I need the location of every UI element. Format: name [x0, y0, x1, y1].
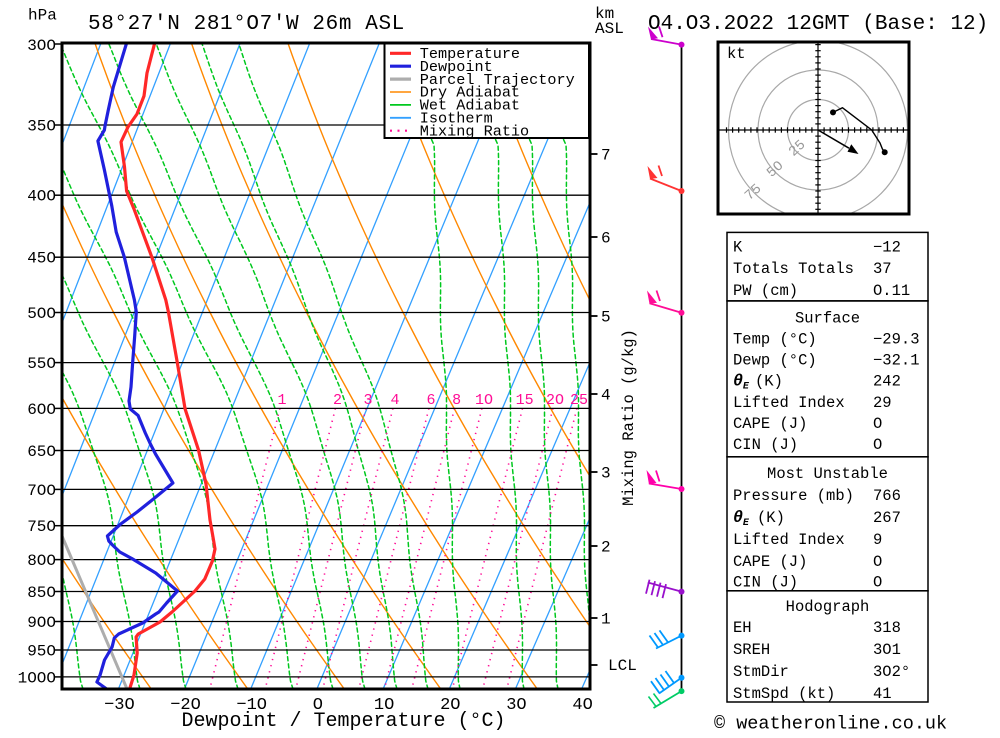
svg-text:1: 1 [277, 392, 286, 409]
svg-text:Dewp (°C): Dewp (°C) [733, 352, 817, 370]
svg-text:3O2°: 3O2° [873, 663, 910, 681]
svg-text:Mixing Ratio: Mixing Ratio [420, 122, 529, 140]
svg-text:ASL: ASL [595, 20, 624, 38]
svg-text:3O1: 3O1 [873, 641, 901, 659]
svg-text:85O: 85O [27, 584, 56, 602]
svg-text:242: 242 [873, 373, 901, 391]
svg-text:K: K [733, 238, 743, 256]
svg-text:2O: 2O [440, 696, 460, 715]
svg-text:95O: 95O [27, 643, 56, 661]
svg-text:29: 29 [873, 394, 892, 412]
svg-text:Pressure (mb): Pressure (mb) [733, 487, 854, 505]
svg-text:3OO: 3OO [27, 37, 56, 55]
svg-text:1: 1 [601, 611, 611, 629]
svg-text:Totals Totals: Totals Totals [733, 260, 854, 278]
svg-text:Parcel Trajectory: Parcel Trajectory [420, 71, 575, 89]
svg-text:25: 25 [570, 392, 588, 409]
svg-text:6: 6 [601, 230, 611, 248]
svg-text:1O: 1O [475, 392, 493, 409]
svg-text:−12: −12 [873, 238, 901, 256]
svg-text:Lifted Index: Lifted Index [733, 394, 845, 412]
svg-text:8: 8 [452, 392, 461, 409]
svg-text:Surface: Surface [795, 309, 860, 327]
svg-text:Most Unstable: Most Unstable [767, 465, 888, 483]
svg-text:55O: 55O [27, 355, 56, 373]
svg-text:Temperature: Temperature [420, 45, 520, 63]
svg-text:O: O [873, 436, 882, 454]
svg-text:3: 3 [363, 392, 372, 409]
svg-text:7OO: 7OO [27, 482, 56, 500]
svg-text:6OO: 6OO [27, 401, 56, 419]
svg-text:318: 318 [873, 619, 901, 637]
svg-text:Hodograph: Hodograph [786, 598, 870, 616]
svg-text:8OO: 8OO [27, 552, 56, 570]
svg-text:StmDir: StmDir [733, 663, 789, 681]
svg-text:Isotherm: Isotherm [420, 110, 493, 128]
svg-text:Mixing Ratio (g/kg): Mixing Ratio (g/kg) [620, 329, 638, 506]
svg-text:Dewpoint: Dewpoint [420, 58, 493, 76]
svg-text:4OO: 4OO [27, 188, 56, 206]
svg-text:6: 6 [426, 392, 435, 409]
svg-text:O: O [873, 415, 882, 433]
svg-text:75O: 75O [27, 518, 56, 536]
svg-text:41: 41 [873, 685, 892, 703]
svg-text:Temp (°C): Temp (°C) [733, 331, 817, 349]
svg-text:9OO: 9OO [27, 614, 56, 632]
svg-text:PW (cm): PW (cm) [733, 282, 798, 300]
svg-text:O: O [873, 553, 882, 571]
svg-text:LCL: LCL [608, 657, 637, 675]
svg-text:StmSpd (kt): StmSpd (kt) [733, 685, 835, 703]
svg-text:Wet Adiabat: Wet Adiabat [420, 97, 520, 115]
svg-text:hPa: hPa [28, 7, 57, 25]
svg-text:CIN (J): CIN (J) [733, 436, 798, 454]
svg-text:35O: 35O [27, 118, 56, 136]
svg-text:Dry Adiabat: Dry Adiabat [420, 84, 520, 102]
svg-text:O4.O3.2O22 12GMT (Base: 12): O4.O3.2O22 12GMT (Base: 12) [648, 13, 988, 36]
svg-text:4O: 4O [572, 696, 592, 715]
svg-text:1O: 1O [374, 696, 394, 715]
svg-text:4: 4 [601, 387, 611, 405]
svg-text:1OOO: 1OOO [18, 669, 56, 687]
svg-text:O: O [873, 574, 882, 592]
svg-text:2: 2 [333, 392, 342, 409]
svg-text:9: 9 [873, 531, 882, 549]
svg-text:km: km [595, 5, 614, 23]
svg-text:Dewpoint / Temperature (°C): Dewpoint / Temperature (°C) [181, 710, 505, 733]
svg-text:−2O: −2O [170, 696, 201, 715]
svg-text:3O: 3O [506, 696, 526, 715]
svg-text:15: 15 [516, 392, 534, 409]
svg-text:2O: 2O [546, 392, 564, 409]
svg-text:(K): (K) [757, 509, 785, 527]
svg-text:58°27'N 281°O7'W 26m ASL: 58°27'N 281°O7'W 26m ASL [88, 13, 405, 36]
svg-text:7: 7 [601, 147, 611, 165]
svg-text:−32.1: −32.1 [873, 352, 920, 370]
svg-text:3: 3 [601, 465, 611, 483]
svg-text:45O: 45O [27, 250, 56, 268]
svg-text:kt: kt [727, 45, 746, 63]
svg-text:CAPE (J): CAPE (J) [733, 415, 807, 433]
svg-text:CIN (J): CIN (J) [733, 574, 798, 592]
svg-text:(K): (K) [755, 373, 783, 391]
svg-text:5: 5 [601, 309, 611, 327]
svg-text:766: 766 [873, 487, 901, 505]
svg-text:−29.3: −29.3 [873, 331, 920, 349]
svg-text:SREH: SREH [733, 641, 770, 659]
svg-text:5OO: 5OO [27, 305, 56, 323]
svg-text:−3O: −3O [104, 696, 135, 715]
svg-text:267: 267 [873, 509, 901, 527]
svg-text:4: 4 [390, 392, 399, 409]
svg-text:CAPE (J): CAPE (J) [733, 553, 807, 571]
svg-text:37: 37 [873, 260, 892, 278]
svg-text:O.11: O.11 [873, 282, 910, 300]
svg-text:−1O: −1O [236, 696, 267, 715]
svg-text:Lifted Index: Lifted Index [733, 531, 845, 549]
svg-text:EH: EH [733, 619, 752, 637]
svg-text:65O: 65O [27, 443, 56, 461]
svg-text:2: 2 [601, 539, 611, 557]
svg-text:O: O [313, 696, 323, 715]
svg-text:© weatheronline.co.uk: © weatheronline.co.uk [714, 714, 947, 734]
